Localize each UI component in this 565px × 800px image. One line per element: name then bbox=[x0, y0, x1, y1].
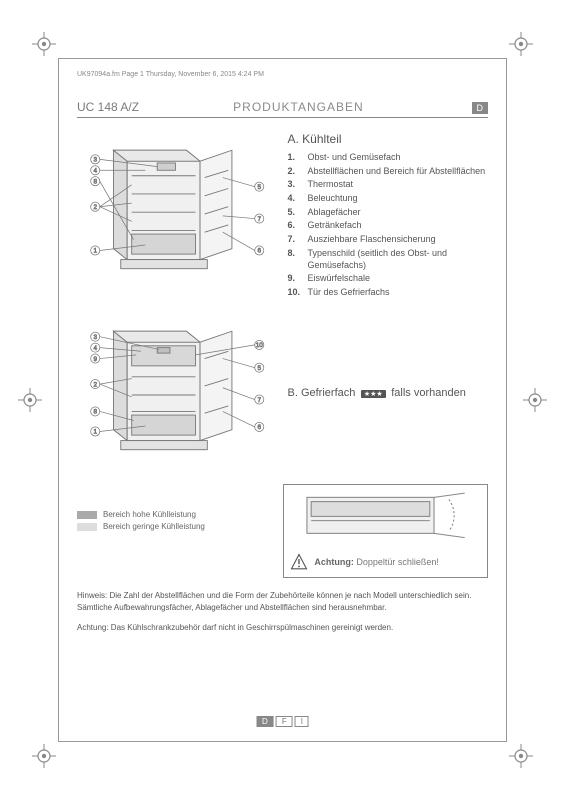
spec-item-text: Tür des Gefrierfachs bbox=[308, 287, 390, 299]
svg-text:5: 5 bbox=[257, 184, 261, 191]
footer-tab-i: I bbox=[295, 716, 309, 727]
svg-text:5: 5 bbox=[257, 365, 261, 372]
swatch-light-icon bbox=[77, 523, 97, 531]
spec-item-number: 1. bbox=[288, 152, 302, 164]
crop-mark-tr bbox=[509, 32, 533, 56]
achtung-text: Achtung: Das Kühlschrankzubehör darf nic… bbox=[77, 623, 488, 632]
warning-msg: Doppeltür schließen! bbox=[356, 557, 439, 567]
lang-badge: D bbox=[472, 102, 489, 114]
warning-triangle-icon bbox=[290, 553, 308, 571]
warning-box: Achtung: Doppeltür schließen! bbox=[283, 484, 488, 578]
spec-item-number: 6. bbox=[288, 220, 302, 232]
spec-item-text: Ablagefächer bbox=[308, 207, 361, 219]
spec-item-number: 3. bbox=[288, 179, 302, 191]
spec-item: 10. Tür des Gefrierfachs bbox=[288, 287, 489, 299]
spec-list-a: A. Kühlteil 1. Obst- und Gemüsefach 2. Abst… bbox=[288, 132, 489, 301]
svg-text:7: 7 bbox=[257, 216, 261, 223]
crop-mark-bl bbox=[32, 744, 56, 768]
spec-item-number: 5. bbox=[288, 207, 302, 219]
svg-text:1: 1 bbox=[93, 428, 97, 435]
spec-item-text: Abstellflächen und Bereich für Abstellfl… bbox=[308, 166, 486, 178]
svg-text:8: 8 bbox=[93, 178, 97, 185]
footer-tab-f: F bbox=[276, 716, 293, 727]
legend-high: Bereich hohe Kühlleistung bbox=[77, 510, 265, 519]
spec-item: 6. Getränkefach bbox=[288, 220, 489, 232]
spec-item-text: Beleuchtung bbox=[308, 193, 358, 205]
spec-item-number: 10. bbox=[288, 287, 302, 299]
spec-item-text: Obst- und Gemüsefach bbox=[308, 152, 401, 164]
svg-text:3: 3 bbox=[93, 334, 97, 341]
footer-nav: DFI bbox=[256, 716, 309, 727]
spec-item-text: Eiswürfelschale bbox=[308, 273, 371, 285]
legend-block: Bereich hohe Kühlleistung Bereich gering… bbox=[77, 484, 265, 578]
svg-text:1: 1 bbox=[93, 248, 97, 255]
crop-mark-ml bbox=[18, 388, 42, 412]
svg-text:3: 3 bbox=[93, 157, 97, 164]
section-b-title-col: B. Gefrierfach ★★★ falls vorhanden bbox=[288, 387, 489, 399]
svg-text:6: 6 bbox=[257, 424, 261, 431]
footer-tab-d: D bbox=[256, 716, 274, 727]
door-close-diagram bbox=[290, 491, 481, 544]
spec-item-number: 7. bbox=[288, 234, 302, 246]
warning-label: Achtung: bbox=[314, 557, 354, 567]
spec-item-text: Ausziehbare Flaschensicherung bbox=[308, 234, 436, 246]
model-code: UC 148 A/Z bbox=[77, 100, 233, 114]
spec-item: 8. Typenschild (seitlich des Obst- und Ge… bbox=[288, 248, 489, 271]
section-b: 3 4 9 2 8 1 10 5 7 6 B. Gefrierfach ★★★ bbox=[77, 313, 488, 473]
spec-item-text: Getränkefach bbox=[308, 220, 362, 232]
warning-inner: Achtung: Doppeltür schließen! bbox=[290, 553, 481, 571]
spec-item: 9. Eiswürfelschale bbox=[288, 273, 489, 285]
section-a: 3 4 8 2 1 5 7 6 A. Kühlteil 1. Obst- und … bbox=[77, 132, 488, 301]
crop-mark-mr bbox=[523, 388, 547, 412]
svg-text:10: 10 bbox=[256, 342, 264, 349]
doc-meta: UK97094a.fm Page 1 Thursday, November 6,… bbox=[77, 71, 488, 78]
spec-item-number: 4. bbox=[288, 193, 302, 205]
svg-text:6: 6 bbox=[257, 248, 261, 255]
fridge-diagram-b: 3 4 9 2 8 1 10 5 7 6 bbox=[77, 313, 278, 468]
legend-high-label: Bereich hohe Kühlleistung bbox=[103, 510, 196, 519]
svg-text:7: 7 bbox=[257, 396, 261, 403]
spec-item-number: 9. bbox=[288, 273, 302, 285]
svg-text:4: 4 bbox=[93, 344, 97, 351]
spec-item-number: 8. bbox=[288, 248, 302, 271]
spec-item: 3. Thermostat bbox=[288, 179, 489, 191]
warning-text: Achtung: Doppeltür schließen! bbox=[314, 557, 439, 567]
page-frame: UK97094a.fm Page 1 Thursday, November 6,… bbox=[58, 58, 507, 742]
crop-mark-tl bbox=[32, 32, 56, 56]
svg-text:9: 9 bbox=[93, 355, 97, 362]
svg-text:2: 2 bbox=[93, 381, 97, 388]
section-a-title: A. Kühlteil bbox=[288, 132, 489, 146]
crop-mark-br bbox=[509, 744, 533, 768]
hinweis-text: Hinweis: Die Zahl der Abstellflächen und… bbox=[77, 590, 488, 612]
svg-text:8: 8 bbox=[93, 408, 97, 415]
diagram-a: 3 4 8 2 1 5 7 6 bbox=[77, 132, 278, 301]
section-b-title-pre: B. Gefrierfach bbox=[288, 387, 356, 399]
section-b-title-post: falls vorhanden bbox=[391, 387, 466, 399]
spec-item: 7. Ausziehbare Flaschensicherung bbox=[288, 234, 489, 246]
spec-item-text: Typenschild (seitlich des Obst- und Gemü… bbox=[308, 248, 489, 271]
legend-low: Bereich geringe Kühlleistung bbox=[77, 522, 265, 531]
diagram-b: 3 4 9 2 8 1 10 5 7 6 bbox=[77, 313, 278, 473]
spec-item: 2. Abstellflächen und Bereich für Abstell… bbox=[288, 166, 489, 178]
spec-item-number: 2. bbox=[288, 166, 302, 178]
spec-item-text: Thermostat bbox=[308, 179, 354, 191]
svg-text:2: 2 bbox=[93, 204, 97, 211]
spec-item: 5. Ablagefächer bbox=[288, 207, 489, 219]
main-title: PRODUKTANGABEN bbox=[233, 100, 471, 114]
header-row: UC 148 A/Z PRODUKTANGABEN D bbox=[77, 100, 488, 118]
svg-text:4: 4 bbox=[93, 168, 97, 175]
swatch-dark-icon bbox=[77, 511, 97, 519]
legend-warning-row: Bereich hohe Kühlleistung Bereich gering… bbox=[77, 484, 488, 578]
legend-low-label: Bereich geringe Kühlleistung bbox=[103, 522, 205, 531]
spec-item: 1. Obst- und Gemüsefach bbox=[288, 152, 489, 164]
spec-item: 4. Beleuchtung bbox=[288, 193, 489, 205]
star-badge-icon: ★★★ bbox=[361, 390, 386, 398]
fridge-diagram-a: 3 4 8 2 1 5 7 6 bbox=[77, 132, 278, 287]
